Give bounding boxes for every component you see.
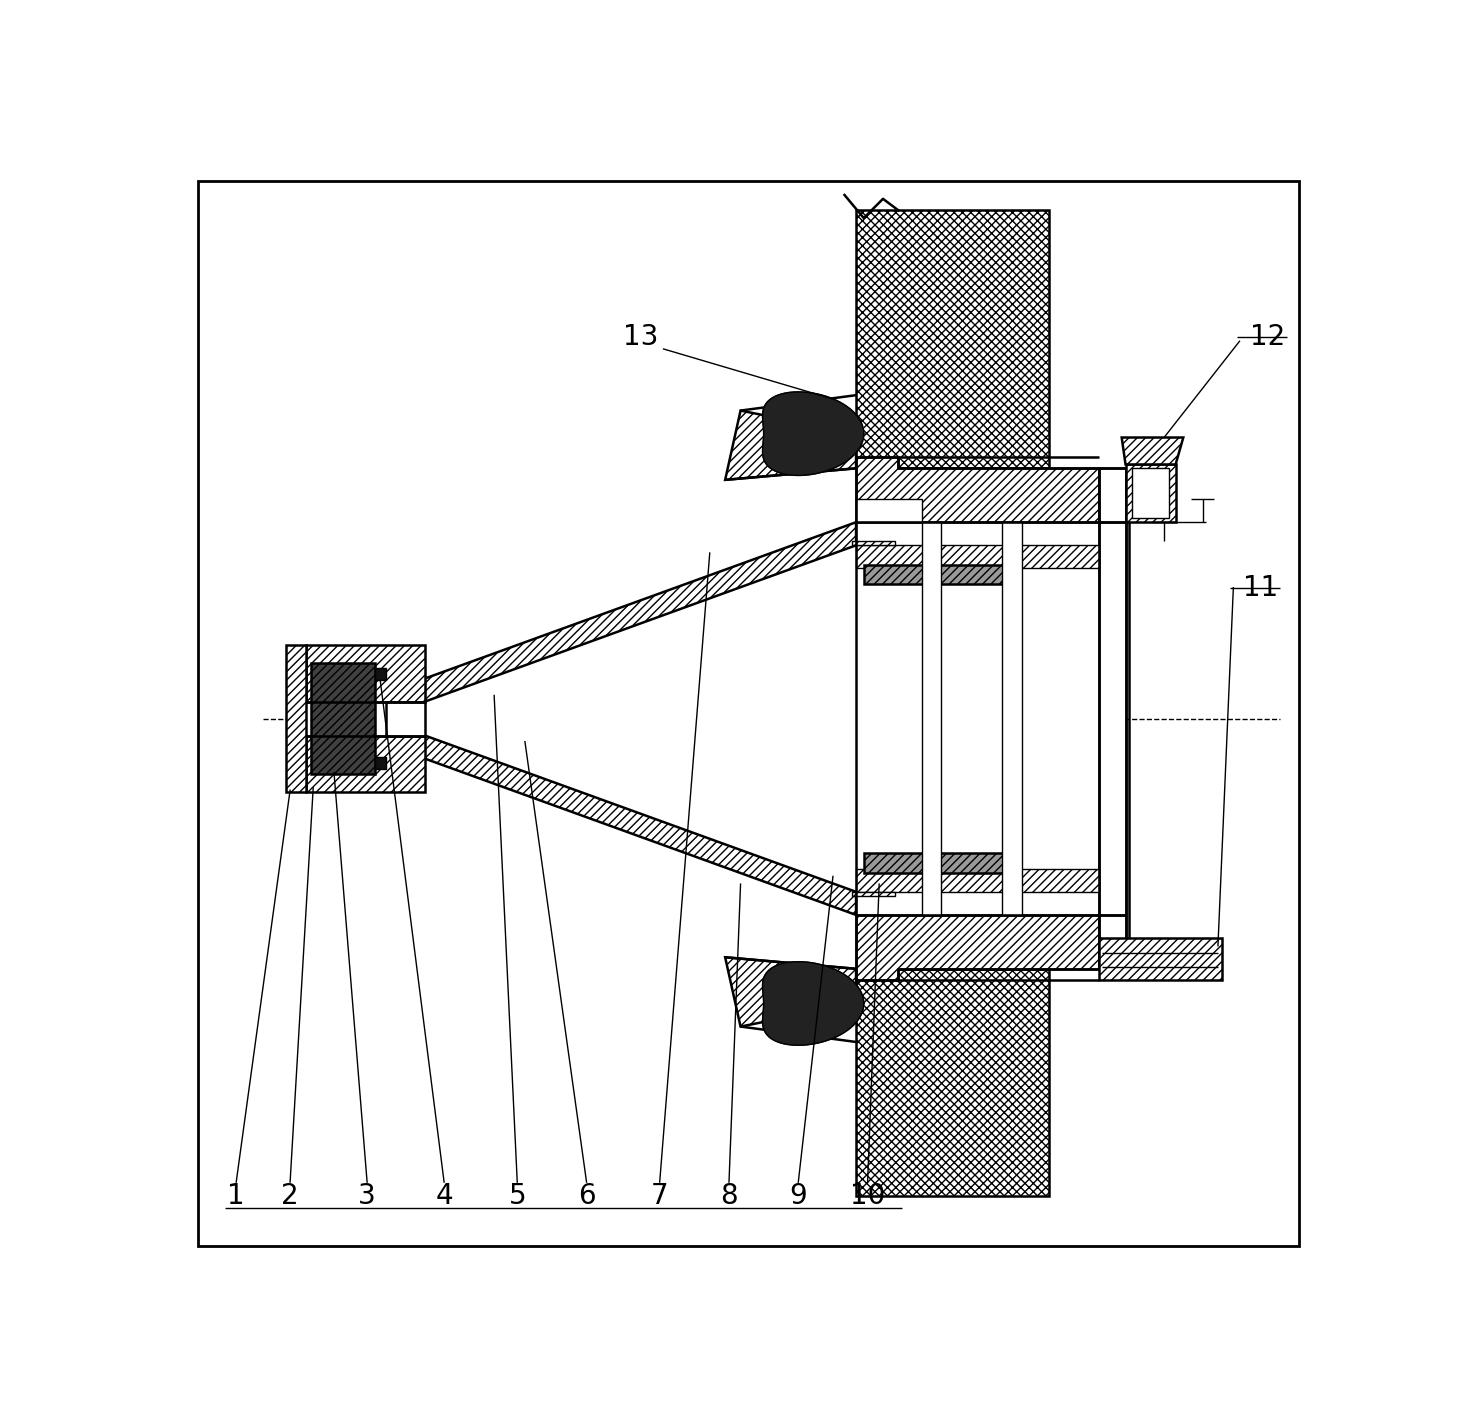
Bar [856, 523, 1098, 916]
Polygon shape [726, 957, 856, 1027]
Text: 5: 5 [508, 1181, 526, 1210]
Polygon shape [425, 523, 856, 702]
Bar [853, 541, 895, 545]
Polygon shape [856, 456, 1098, 523]
Bar [1003, 523, 1022, 916]
Bar [864, 853, 1018, 873]
Bar [856, 545, 1098, 568]
Bar [305, 736, 425, 791]
Text: 12: 12 [1250, 324, 1286, 352]
Bar [1132, 468, 1169, 519]
Bar [305, 702, 425, 736]
Bar [387, 702, 425, 736]
Bar [856, 869, 1098, 892]
Bar [1098, 468, 1126, 969]
Polygon shape [1121, 438, 1183, 465]
Bar [375, 668, 387, 680]
Text: 11: 11 [1242, 574, 1278, 602]
Text: 2: 2 [282, 1181, 299, 1210]
Text: 4: 4 [435, 1181, 453, 1210]
Bar [864, 565, 1018, 584]
Bar [375, 757, 387, 770]
Polygon shape [425, 736, 856, 916]
Text: 8: 8 [720, 1181, 737, 1210]
Bar [1126, 465, 1175, 523]
Bar [921, 523, 940, 916]
Polygon shape [856, 916, 1098, 981]
Text: 1: 1 [228, 1181, 245, 1210]
Bar [1098, 938, 1222, 981]
Bar [856, 523, 1098, 916]
Polygon shape [762, 962, 864, 1046]
Bar [311, 663, 375, 774]
Bar [853, 892, 895, 896]
Polygon shape [762, 391, 864, 475]
Text: 13: 13 [623, 324, 658, 352]
Polygon shape [726, 411, 856, 480]
Bar [856, 499, 921, 523]
Text: 9: 9 [790, 1181, 807, 1210]
Bar [305, 646, 425, 702]
Text: 3: 3 [358, 1181, 377, 1210]
Text: 10: 10 [850, 1181, 885, 1210]
Bar [856, 211, 1048, 468]
Text: 7: 7 [651, 1181, 669, 1210]
Polygon shape [425, 545, 856, 892]
Bar [856, 969, 1048, 1195]
Bar [286, 646, 305, 791]
Text: 6: 6 [578, 1181, 596, 1210]
